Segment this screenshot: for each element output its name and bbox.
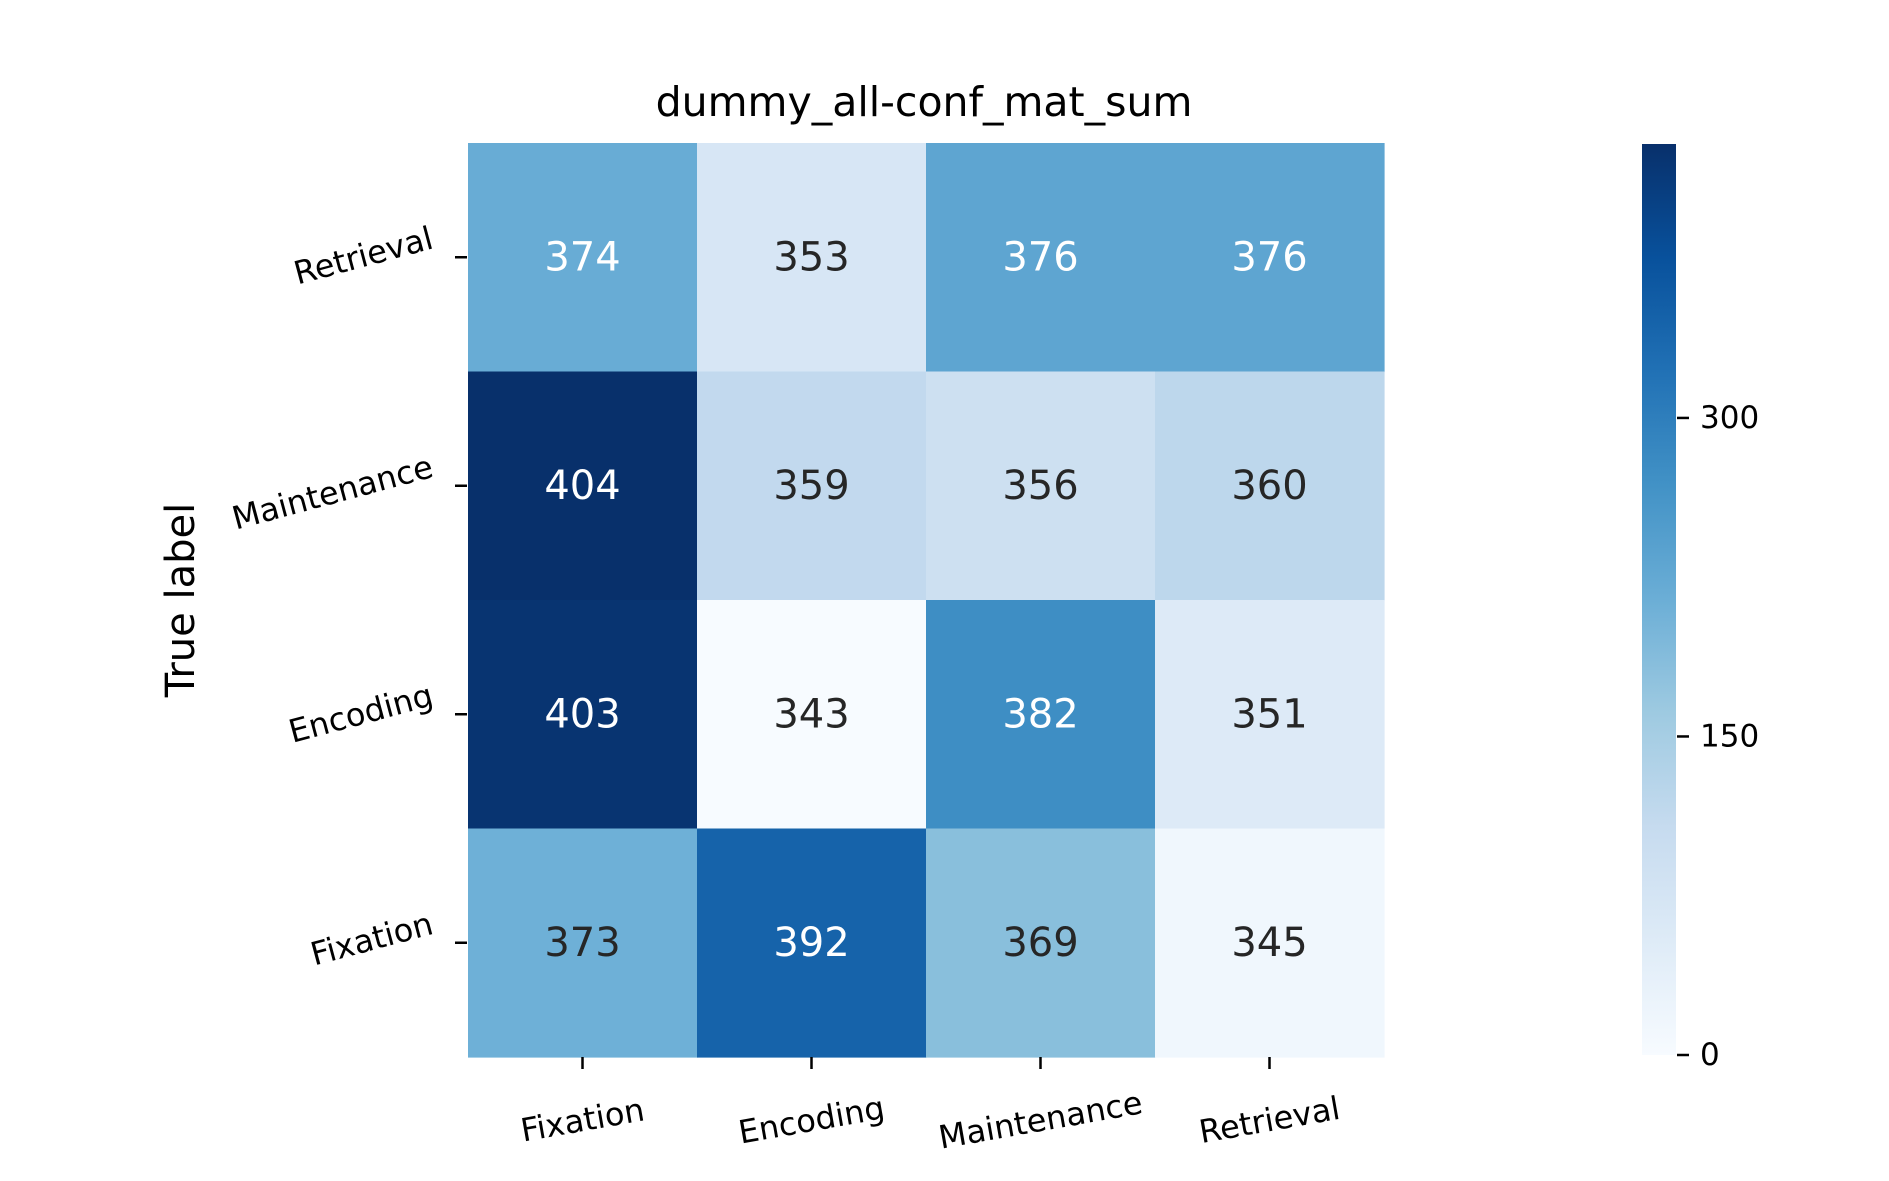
- heatmap-cell: [926, 828, 1156, 1058]
- cell-value-label: 360: [1231, 463, 1307, 509]
- cell-value-label: 382: [1002, 691, 1078, 737]
- heatmap-cell: [1155, 828, 1385, 1058]
- heatmap-cell: [1155, 371, 1385, 601]
- heatmap-cell: [926, 600, 1156, 830]
- heatmap-cell: [468, 143, 698, 373]
- x-tick-label: Encoding: [736, 1088, 888, 1151]
- heatmap-cell: [926, 143, 1156, 373]
- cell-value-label: 359: [773, 463, 849, 509]
- heatmap-cell: [697, 371, 927, 601]
- y-tick-label: Maintenance: [228, 447, 437, 537]
- heatmap-cell: [697, 143, 927, 373]
- cell-value-label: 353: [773, 234, 849, 280]
- heatmap-cell: [468, 828, 698, 1058]
- chart-title: dummy_all-conf_mat_sum: [656, 78, 1193, 126]
- x-tick-label: Maintenance: [936, 1083, 1146, 1156]
- y-axis-ticks: Retrieval Maintenance Encoding Fixation: [228, 219, 467, 973]
- cell-value-label: 404: [544, 463, 620, 509]
- cell-value-label: 403: [544, 691, 620, 737]
- cell-value-label: 369: [1002, 920, 1078, 966]
- heatmap-grid: [468, 143, 1385, 1058]
- x-tick-label: Fixation: [518, 1090, 648, 1149]
- colorbar-tick-label: 300: [1700, 400, 1759, 436]
- cell-value-label: 392: [773, 920, 849, 966]
- heatmap-cell: [1155, 600, 1385, 830]
- y-tick-label: Encoding: [285, 676, 437, 751]
- y-tick-label: Fixation: [307, 904, 437, 973]
- heatmap-cell: [926, 371, 1156, 601]
- colorbar-tick-label: 150: [1700, 718, 1759, 754]
- cell-value-label: 351: [1231, 691, 1307, 737]
- cell-value-label: 376: [1231, 234, 1307, 280]
- cell-value-label: 356: [1002, 463, 1078, 509]
- heatmap-cell: [468, 371, 698, 601]
- heatmap-cell: [697, 600, 927, 830]
- colorbar-tick-label: 0: [1700, 1037, 1720, 1073]
- cell-value-label: 373: [544, 920, 620, 966]
- colorbar-ticks: 0 150 300: [1677, 400, 1759, 1073]
- x-tick-label: Retrieval: [1196, 1089, 1343, 1151]
- cell-value-label: 374: [544, 234, 620, 280]
- cell-value-label: 343: [773, 691, 849, 737]
- cell-value-label: 376: [1002, 234, 1078, 280]
- heatmap-cell: [1155, 143, 1385, 373]
- y-tick-label: Retrieval: [290, 219, 437, 293]
- heatmap-cell: [697, 828, 927, 1058]
- x-axis-ticks: Fixation Encoding Maintenance Retrieval: [518, 1057, 1343, 1157]
- colorbar: [1642, 144, 1676, 1055]
- y-axis-label: True label: [158, 503, 204, 698]
- heatmap-cell: [468, 600, 698, 830]
- cell-value-labels: 374 353 376 376 404 359 356 360 403 343 382 351 373 3…: [544, 234, 1307, 966]
- cell-value-label: 345: [1231, 920, 1307, 966]
